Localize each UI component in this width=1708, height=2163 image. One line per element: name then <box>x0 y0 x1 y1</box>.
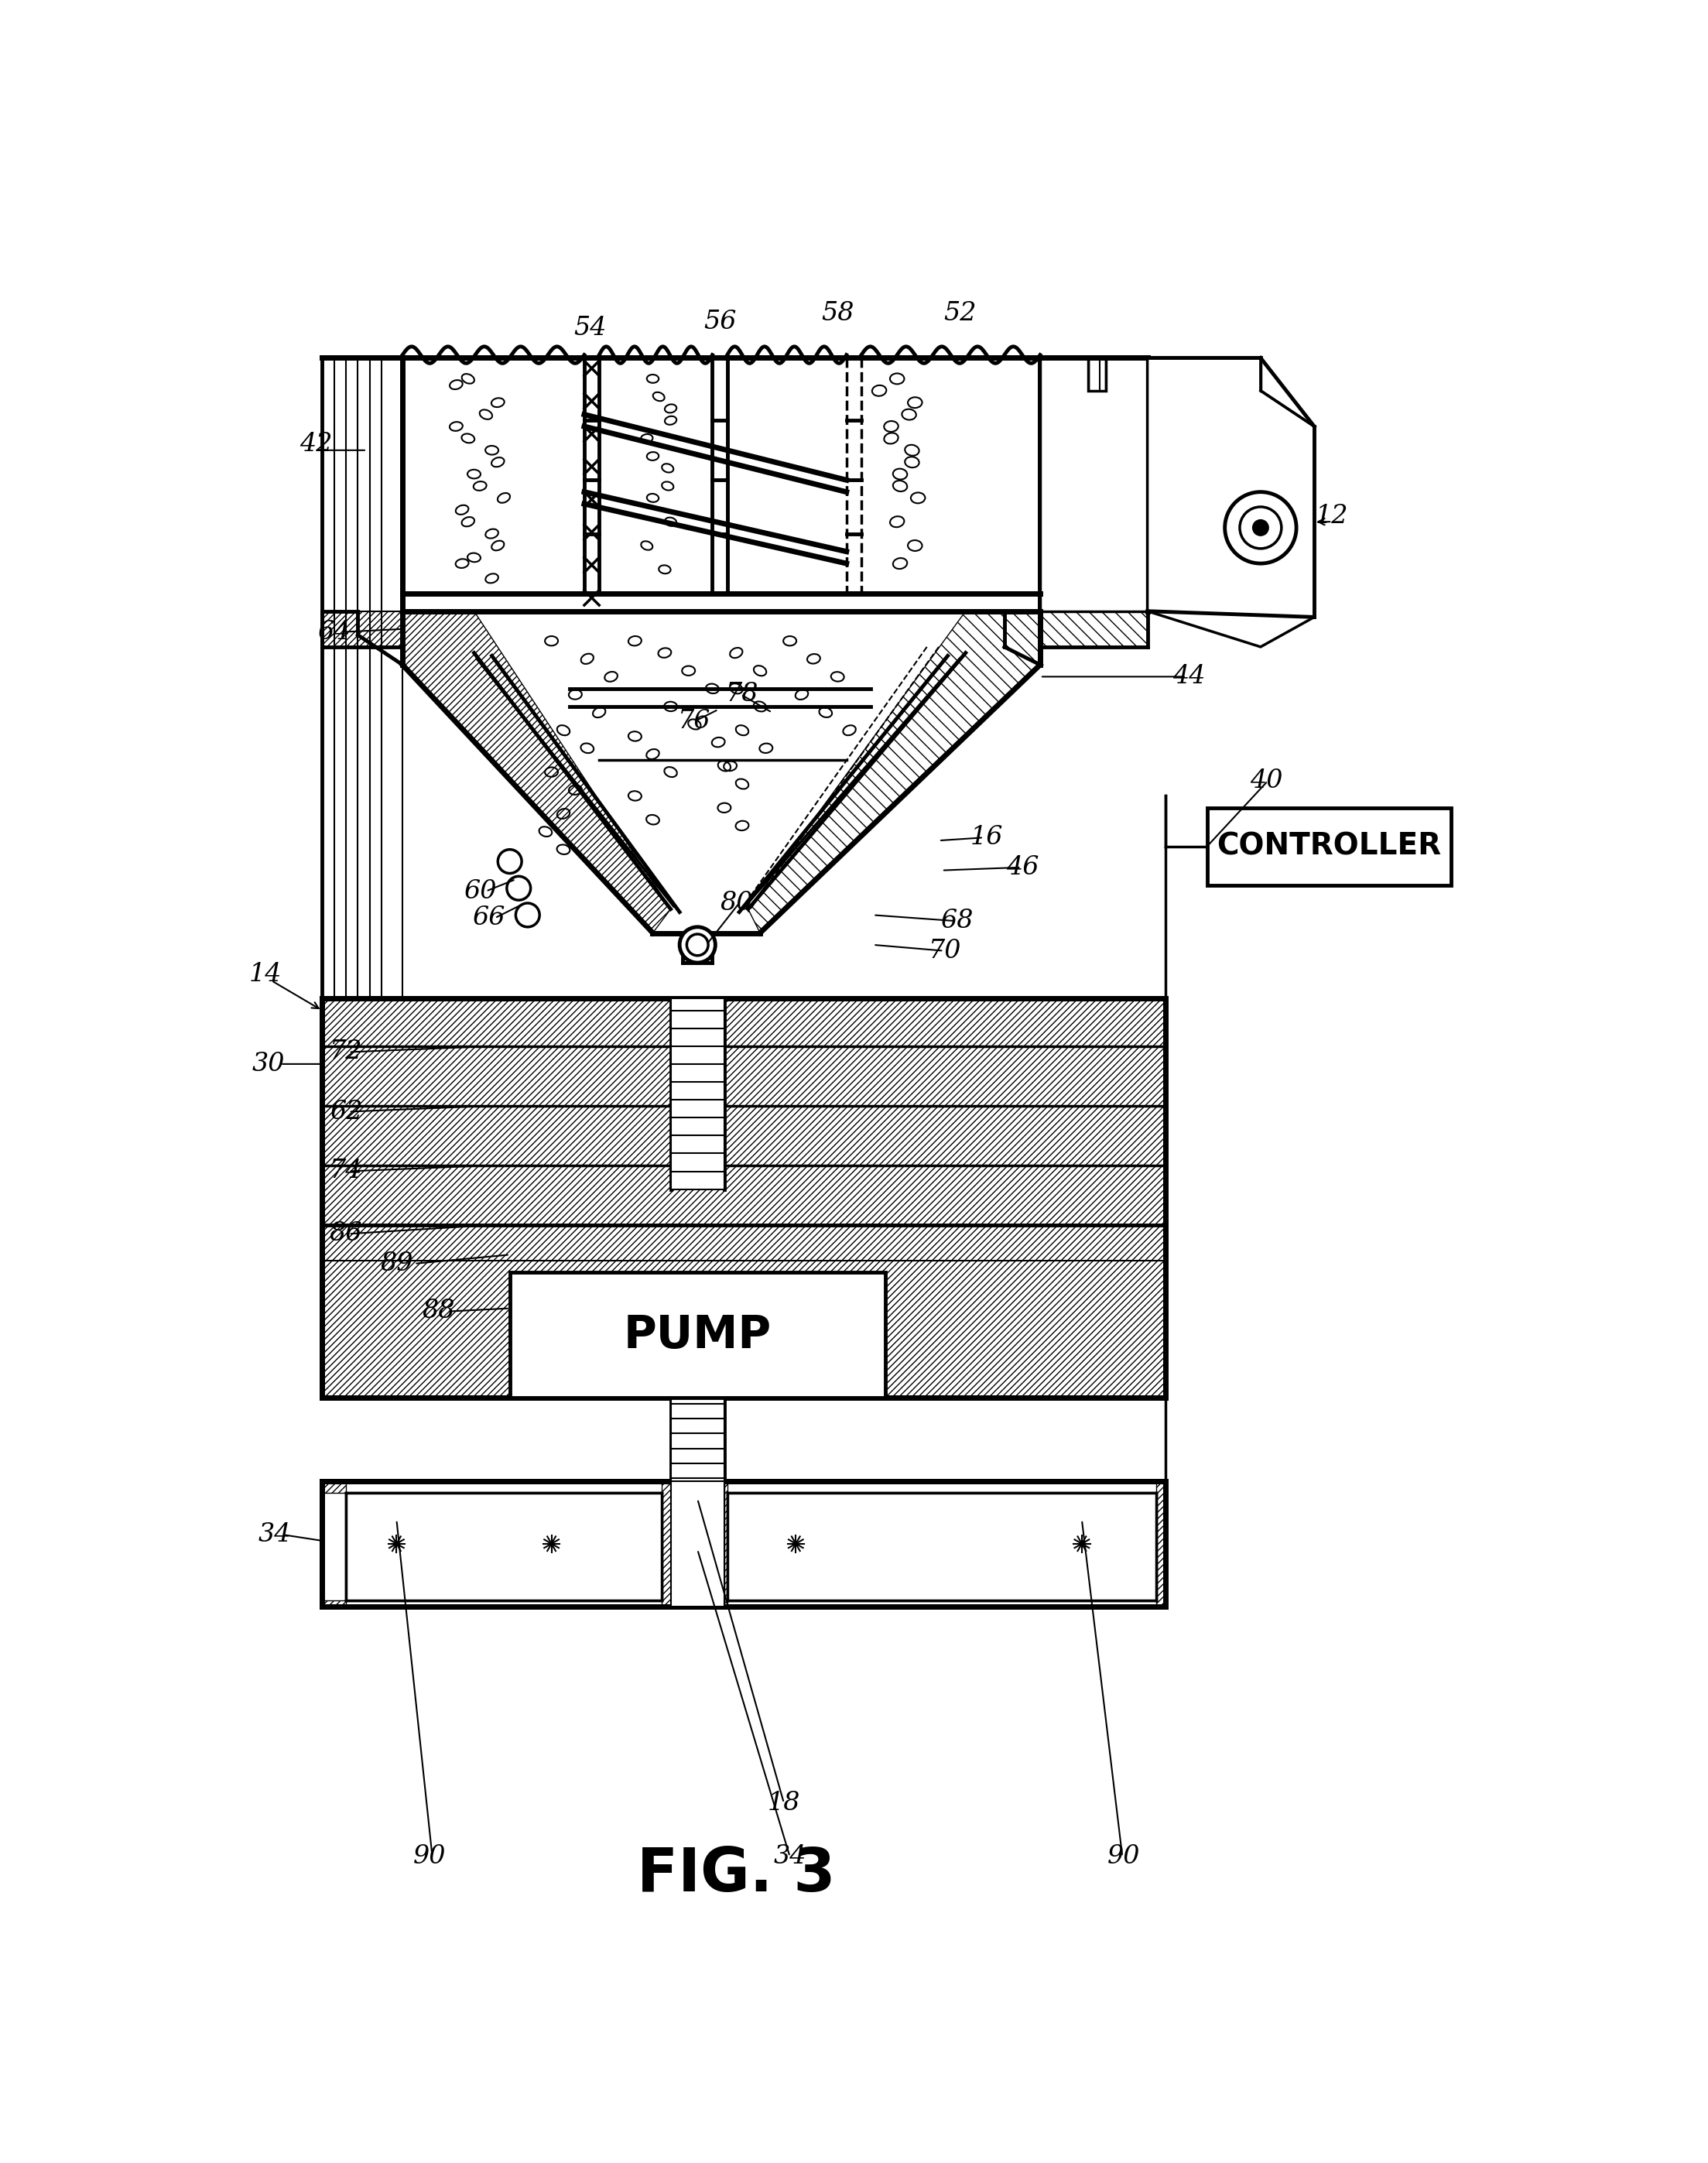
Circle shape <box>541 1534 560 1553</box>
Text: 34: 34 <box>258 1523 290 1547</box>
Text: 68: 68 <box>939 908 974 934</box>
Polygon shape <box>1148 357 1313 647</box>
Bar <box>671 1397 724 1482</box>
Text: 56: 56 <box>704 309 736 335</box>
Text: 76: 76 <box>678 709 711 733</box>
Text: 88: 88 <box>422 1300 454 1324</box>
Text: 78: 78 <box>726 681 758 707</box>
Text: 90: 90 <box>413 1845 446 1869</box>
Polygon shape <box>1040 357 1148 612</box>
Text: 89: 89 <box>381 1250 413 1276</box>
Text: 18: 18 <box>767 1791 801 1815</box>
Text: 62: 62 <box>330 1099 362 1125</box>
Text: 80: 80 <box>719 891 753 915</box>
Bar <box>728 1492 1156 1601</box>
Circle shape <box>1073 1534 1091 1553</box>
Text: CONTROLLER: CONTROLLER <box>1216 833 1442 861</box>
Circle shape <box>786 1534 806 1553</box>
Text: 34: 34 <box>774 1845 806 1869</box>
Text: 44: 44 <box>1173 664 1206 690</box>
Text: 16: 16 <box>970 826 1003 850</box>
Bar <box>671 999 724 1190</box>
Bar <box>323 999 1165 1397</box>
Text: 54: 54 <box>574 316 606 340</box>
Text: 70: 70 <box>929 939 962 963</box>
Text: 52: 52 <box>943 301 975 327</box>
Circle shape <box>1254 521 1267 534</box>
Text: 14: 14 <box>249 963 282 986</box>
Text: 58: 58 <box>822 301 854 327</box>
Text: 60: 60 <box>463 878 497 904</box>
Bar <box>347 1492 661 1601</box>
Bar <box>1088 357 1105 394</box>
Text: 12: 12 <box>1315 504 1349 528</box>
Text: 90: 90 <box>1107 1845 1139 1869</box>
Circle shape <box>388 1534 407 1553</box>
Bar <box>671 1482 724 1607</box>
Text: FIG. 3: FIG. 3 <box>637 1845 835 1903</box>
Text: 30: 30 <box>253 1051 285 1077</box>
Text: PUMP: PUMP <box>623 1313 772 1356</box>
Text: 66: 66 <box>473 906 506 930</box>
Bar <box>509 1272 885 1397</box>
Text: 40: 40 <box>1250 768 1283 794</box>
Text: 86: 86 <box>330 1222 362 1246</box>
Text: 46: 46 <box>1006 854 1038 880</box>
Bar <box>323 1482 1165 1607</box>
Text: 64: 64 <box>318 619 350 645</box>
Bar <box>1208 807 1452 885</box>
Text: 42: 42 <box>299 433 333 456</box>
Text: 72: 72 <box>330 1040 362 1064</box>
Circle shape <box>680 928 716 963</box>
Text: 74: 74 <box>330 1159 362 1183</box>
